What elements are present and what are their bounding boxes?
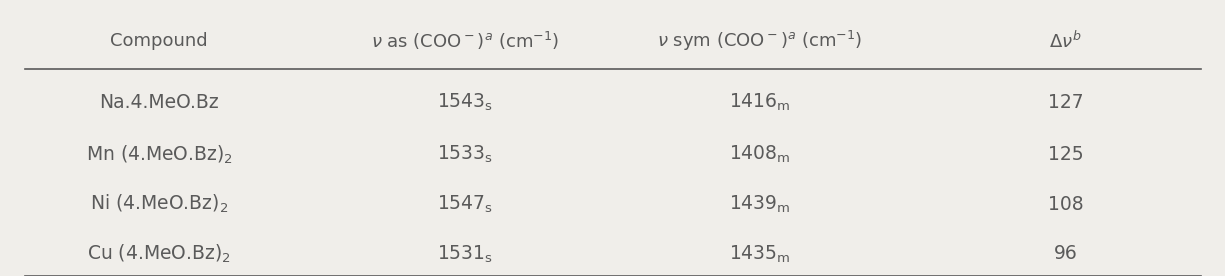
Text: 96: 96 xyxy=(1054,245,1078,263)
Text: $1531_{\mathrm{s}}$: $1531_{\mathrm{s}}$ xyxy=(437,243,494,265)
Text: Cu (4.MeO.Bz)$_2$: Cu (4.MeO.Bz)$_2$ xyxy=(87,243,232,265)
Text: $1547_{\mathrm{s}}$: $1547_{\mathrm{s}}$ xyxy=(437,193,494,215)
Text: $1543_{\mathrm{s}}$: $1543_{\mathrm{s}}$ xyxy=(437,91,494,113)
Text: 108: 108 xyxy=(1047,195,1084,214)
Text: $1408_{\mathrm{m}}$: $1408_{\mathrm{m}}$ xyxy=(729,144,790,165)
Text: $1439_{\mathrm{m}}$: $1439_{\mathrm{m}}$ xyxy=(729,193,790,215)
Text: Compound: Compound xyxy=(110,32,208,51)
Text: $\nu$ as (COO$^-$)$^a$ (cm$^{-1}$): $\nu$ as (COO$^-$)$^a$ (cm$^{-1}$) xyxy=(371,30,560,52)
Text: Mn (4.MeO.Bz)$_2$: Mn (4.MeO.Bz)$_2$ xyxy=(86,144,233,166)
Text: Ni (4.MeO.Bz)$_2$: Ni (4.MeO.Bz)$_2$ xyxy=(91,193,228,215)
Text: $\nu$ sym (COO$^-$)$^a$ (cm$^{-1}$): $\nu$ sym (COO$^-$)$^a$ (cm$^{-1}$) xyxy=(657,29,862,54)
Text: $\Delta\nu^b$: $\Delta\nu^b$ xyxy=(1050,31,1082,52)
Text: Na.4.MeO.Bz: Na.4.MeO.Bz xyxy=(99,93,219,112)
Text: 127: 127 xyxy=(1047,93,1084,112)
Text: $1435_{\mathrm{m}}$: $1435_{\mathrm{m}}$ xyxy=(729,243,790,265)
Text: $1416_{\mathrm{m}}$: $1416_{\mathrm{m}}$ xyxy=(729,91,790,113)
Text: 125: 125 xyxy=(1047,145,1084,164)
Text: $1533_{\mathrm{s}}$: $1533_{\mathrm{s}}$ xyxy=(437,144,494,165)
